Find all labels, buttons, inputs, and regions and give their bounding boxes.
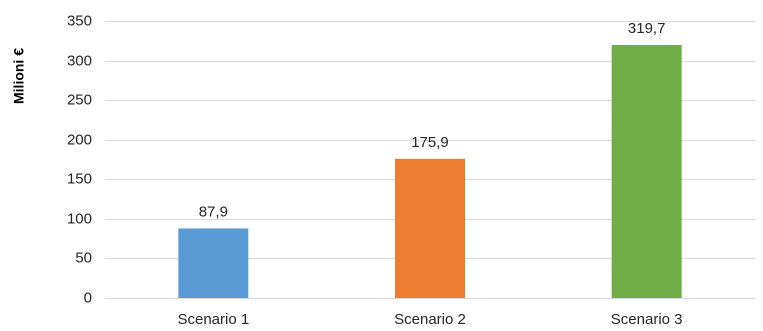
x-category-label: Scenario 3 <box>611 311 683 328</box>
bar <box>395 158 465 298</box>
data-labels: 87,9 175,9 319,7 <box>199 20 666 220</box>
y-tick-label: 100 <box>67 210 92 227</box>
y-tick-label: 200 <box>67 131 92 148</box>
x-category-label: Scenario 1 <box>177 311 249 328</box>
data-label: 175,9 <box>411 134 449 151</box>
y-tick-label: 250 <box>67 91 92 108</box>
y-axis-ticks: 0 50 100 150 200 250 300 350 <box>67 12 92 306</box>
bar <box>611 44 682 298</box>
data-label: 319,7 <box>628 20 666 37</box>
bar <box>178 228 249 298</box>
y-tick-label: 350 <box>67 12 92 29</box>
bars <box>178 44 682 298</box>
data-label: 87,9 <box>199 203 228 220</box>
y-tick-label: 0 <box>84 289 92 306</box>
y-tick-label: 50 <box>75 249 92 266</box>
y-tick-label: 150 <box>67 170 92 187</box>
x-category-label: Scenario 2 <box>394 311 466 328</box>
y-axis-title: Milioni € <box>11 48 27 104</box>
y-tick-label: 300 <box>67 52 92 69</box>
x-axis-categories: Scenario 1 Scenario 2 Scenario 3 <box>177 311 682 328</box>
